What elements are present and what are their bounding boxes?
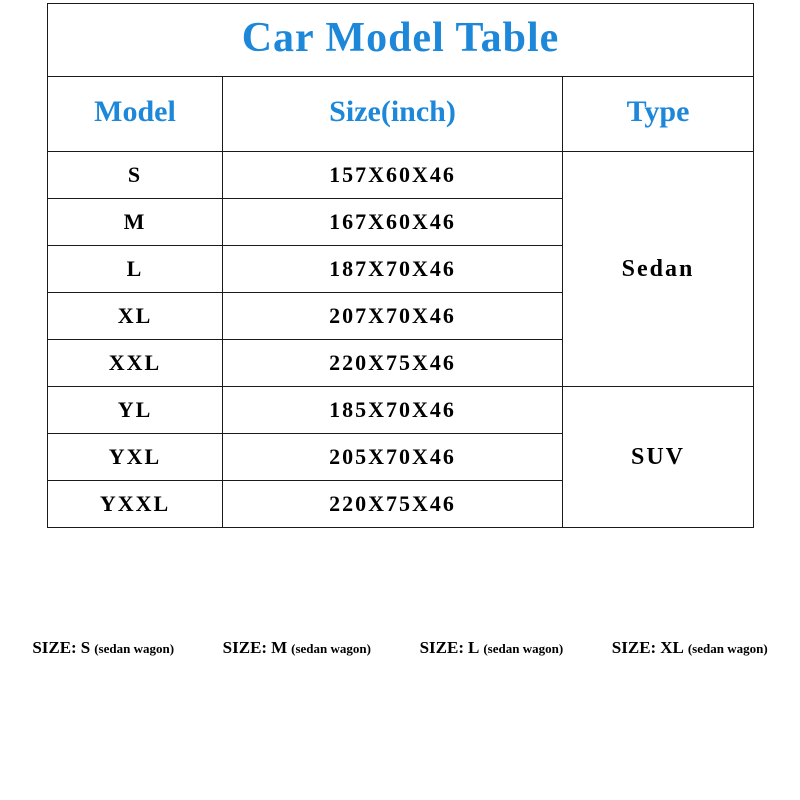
footer-note: (sedan wagon)	[94, 641, 174, 656]
col-header-size: Size(inch)	[223, 77, 563, 152]
footer-note: (sedan wagon)	[483, 641, 563, 656]
cell-size: 207X70X46	[223, 293, 563, 340]
cell-type-suv: SUV	[563, 387, 754, 528]
footer-item: SIZE: XL (sedan wagon)	[612, 638, 768, 658]
footer-label: SIZE:	[612, 638, 656, 657]
cell-size: 167X60X46	[223, 199, 563, 246]
footer-note: (sedan wagon)	[688, 641, 768, 656]
footer-value: S	[81, 638, 90, 657]
footer-label: SIZE:	[420, 638, 464, 657]
cell-type-sedan: Sedan	[563, 152, 754, 387]
cell-model: M	[48, 199, 223, 246]
table-title: Car Model Table	[242, 15, 560, 61]
footer-value: M	[271, 638, 287, 657]
footer-item: SIZE: S (sedan wagon)	[32, 638, 174, 658]
footer-label: SIZE:	[223, 638, 267, 657]
footer-value: L	[468, 638, 479, 657]
col-header-size-label: Size(inch)	[329, 95, 456, 128]
table-row: YL 185X70X46 SUV	[48, 387, 754, 434]
car-model-table: Car Model Table Model Size(inch) Type	[47, 3, 754, 528]
footer-item: SIZE: L (sedan wagon)	[420, 638, 564, 658]
cell-model: L	[48, 246, 223, 293]
footer-label: SIZE:	[32, 638, 76, 657]
title-row: Car Model Table	[48, 4, 754, 77]
cell-size: 185X70X46	[223, 387, 563, 434]
cell-size: 220X75X46	[223, 340, 563, 387]
table-row: S 157X60X46 Sedan	[48, 152, 754, 199]
page: Car Model Table Model Size(inch) Type	[0, 0, 800, 800]
cell-size: 205X70X46	[223, 434, 563, 481]
table-container: Car Model Table Model Size(inch) Type	[47, 3, 753, 528]
cell-size: 187X70X46	[223, 246, 563, 293]
table-body: S 157X60X46 Sedan M 167X60X46 L 187X70X4…	[48, 152, 754, 528]
col-header-type: Type	[563, 77, 754, 152]
cell-model: S	[48, 152, 223, 199]
table-title-cell: Car Model Table	[48, 4, 754, 77]
cell-model: YXXL	[48, 481, 223, 528]
footer-size-list: SIZE: S (sedan wagon) SIZE: M (sedan wag…	[0, 638, 800, 658]
footer-item: SIZE: M (sedan wagon)	[223, 638, 371, 658]
cell-model: YL	[48, 387, 223, 434]
cell-size: 220X75X46	[223, 481, 563, 528]
cell-model: XXL	[48, 340, 223, 387]
col-header-type-label: Type	[627, 95, 690, 128]
header-row: Model Size(inch) Type	[48, 77, 754, 152]
footer-value: XL	[660, 638, 684, 657]
cell-model: YXL	[48, 434, 223, 481]
cell-model: XL	[48, 293, 223, 340]
cell-size: 157X60X46	[223, 152, 563, 199]
col-header-model-label: Model	[94, 95, 176, 128]
footer-note: (sedan wagon)	[291, 641, 371, 656]
col-header-model: Model	[48, 77, 223, 152]
